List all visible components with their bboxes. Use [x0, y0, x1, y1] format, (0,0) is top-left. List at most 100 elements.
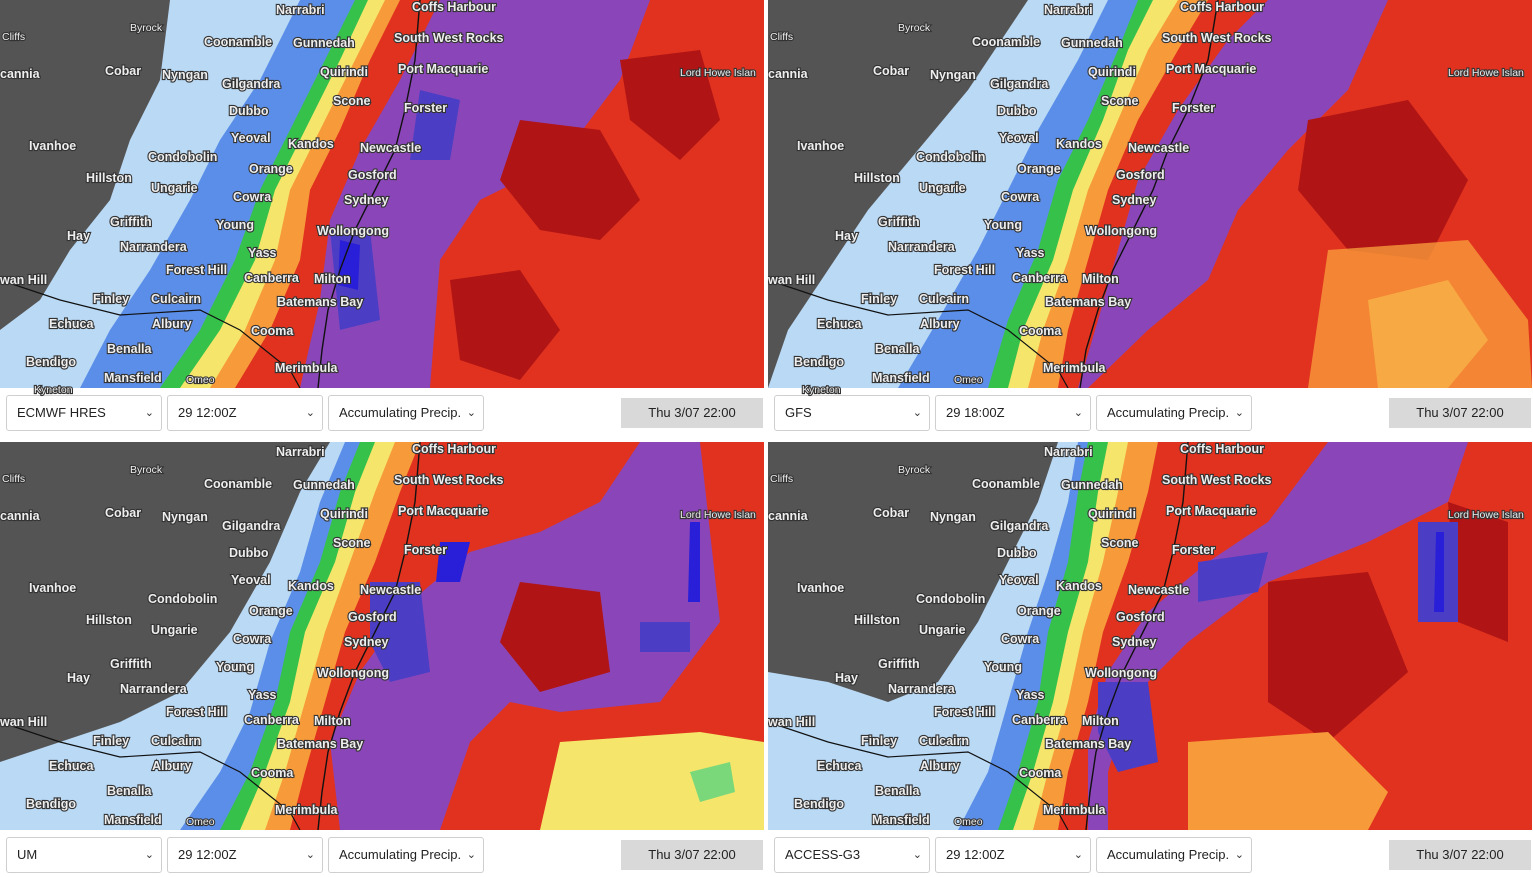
label-young: Young	[984, 660, 1022, 674]
label-cliffs: Cliffs	[2, 31, 25, 43]
label-omeo: Omeo	[186, 816, 215, 828]
label-mansfield: Mansfield	[104, 371, 162, 385]
label-port-macquarie: Port Macquarie	[1166, 62, 1256, 76]
parameter-select[interactable]: Accumulating Precip. ⌄	[328, 837, 484, 873]
label-narrabri: Narrabri	[1044, 445, 1093, 459]
label-coonamble: Coonamble	[972, 477, 1040, 491]
label-albury: Albury	[152, 759, 192, 773]
label-finley: Finley	[861, 734, 897, 748]
label-benalla: Benalla	[107, 342, 153, 356]
precip-map[interactable]: Narrabri Byrock Coffs Harbour Cliffs Coo…	[0, 442, 764, 830]
label-kandos: Kandos	[288, 579, 334, 593]
label-cooma: Cooma	[251, 324, 294, 338]
purple-band	[1078, 0, 1388, 388]
map-panel-4: Narrabri Byrock Coffs Harbour Cliffs Coo…	[768, 442, 1532, 876]
label-albury: Albury	[920, 759, 960, 773]
label-yass: Yass	[248, 688, 277, 702]
chevron-down-icon: ⌄	[1234, 407, 1244, 419]
label-gosford: Gosford	[348, 168, 397, 182]
valid-time-label: Thu 3/07 22:00	[621, 398, 763, 428]
label-gunnedah: Gunnedah	[293, 36, 355, 50]
label-gosford: Gosford	[1116, 168, 1165, 182]
label-gilgandra: Gilgandra	[990, 519, 1049, 533]
run-select[interactable]: 29 12:00Z ⌄	[167, 837, 323, 873]
label-young: Young	[984, 218, 1022, 232]
precip-map[interactable]: Narrabri Byrock Coffs Harbour Cliffs Coo…	[768, 0, 1532, 388]
chevron-down-icon: ⌄	[144, 849, 154, 861]
dark-red-band	[500, 582, 610, 692]
run-select[interactable]: 29 12:00Z ⌄	[935, 837, 1091, 873]
label-condobolin: Condobolin	[916, 592, 985, 606]
label-wollongong: Wollongong	[1085, 224, 1157, 238]
label-coffs-harbour: Coffs Harbour	[1180, 0, 1264, 14]
label-merimbula: Merimbula	[275, 803, 339, 817]
label-kandos: Kandos	[1056, 579, 1102, 593]
label-ivanhoe: Ivanhoe	[29, 139, 76, 153]
label-culcairn: Culcairn	[919, 292, 969, 306]
label-hay: Hay	[67, 229, 90, 243]
model-select[interactable]: ACCESS-G3 ⌄	[774, 837, 930, 873]
label-cooma: Cooma	[251, 766, 294, 780]
label-quirindi: Quirindi	[320, 507, 368, 521]
label-port-macquarie: Port Macquarie	[398, 504, 488, 518]
parameter-select[interactable]: Accumulating Precip. ⌄	[1096, 837, 1252, 873]
run-select[interactable]: 29 12:00Z ⌄	[167, 395, 323, 431]
label-quirindi: Quirindi	[1088, 65, 1136, 79]
label-cowra: Cowra	[233, 632, 272, 646]
chevron-down-icon: ⌄	[1073, 407, 1083, 419]
model-select[interactable]: ECMWF HRES ⌄	[6, 395, 162, 431]
panel-controls: UM ⌄ 29 12:00Z ⌄ Accumulating Precip. ⌄ Thu…	[0, 830, 764, 876]
label-cooma: Cooma	[1019, 324, 1062, 338]
label-quirindi: Quirindi	[1088, 507, 1136, 521]
label-coonamble: Coonamble	[204, 35, 272, 49]
model-select[interactable]: UM ⌄	[6, 837, 162, 873]
label-sydney: Sydney	[344, 635, 389, 649]
label-forster: Forster	[1172, 101, 1215, 115]
label-griffith: Griffith	[878, 657, 920, 671]
green-patch	[690, 762, 735, 802]
label-hay: Hay	[67, 671, 90, 685]
chevron-down-icon: ⌄	[466, 407, 476, 419]
run-select[interactable]: 29 18:00Z ⌄	[935, 395, 1091, 431]
label-gilgandra: Gilgandra	[990, 77, 1049, 91]
label-hillston: Hillston	[854, 171, 900, 185]
label-batemans-bay: Batemans Bay	[277, 295, 363, 309]
chevron-down-icon: ⌄	[1073, 849, 1083, 861]
label-kandos: Kandos	[288, 137, 334, 151]
precip-map[interactable]: Narrabri Byrock Coffs Harbour Cliffs Coo…	[768, 442, 1532, 830]
model-select-value: GFS	[785, 405, 812, 420]
label-yass: Yass	[1016, 688, 1045, 702]
label-scone: Scone	[1101, 94, 1139, 108]
label-coonamble: Coonamble	[972, 35, 1040, 49]
label-cannia: cannia	[768, 509, 809, 523]
model-select[interactable]: GFS ⌄	[774, 395, 930, 431]
label-milton: Milton	[1082, 714, 1119, 728]
label-byrock: Byrock	[130, 464, 163, 476]
label-culcairn: Culcairn	[151, 292, 201, 306]
label-port-macquarie: Port Macquarie	[398, 62, 488, 76]
label-wollongong: Wollongong	[317, 224, 389, 238]
label-cobar: Cobar	[873, 506, 909, 520]
label-condobolin: Condobolin	[148, 150, 217, 164]
label-canberra: Canberra	[1012, 271, 1068, 285]
label-byrock: Byrock	[130, 22, 163, 34]
parameter-select[interactable]: Accumulating Precip. ⌄	[1096, 395, 1252, 431]
map-panel-1: Narrabri Byrock Coffs Harbour Cliffs Coo…	[0, 0, 764, 434]
label-finley: Finley	[93, 292, 129, 306]
label-byrock: Byrock	[898, 464, 931, 476]
label-cannia: cannia	[0, 509, 41, 523]
label-ungarie: Ungarie	[919, 181, 966, 195]
model-select-value: ECMWF HRES	[17, 405, 106, 420]
parameter-select[interactable]: Accumulating Precip. ⌄	[328, 395, 484, 431]
precip-map[interactable]: Narrabri Byrock Coffs Harbour Cliffs Coo…	[0, 0, 764, 388]
label-quirindi: Quirindi	[320, 65, 368, 79]
label-south-west-rocks: South West Rocks	[1162, 31, 1272, 45]
label-narrabri: Narrabri	[276, 445, 325, 459]
label-finley: Finley	[861, 292, 897, 306]
label-narrandera: Narrandera	[120, 682, 188, 696]
dark-red-band	[1268, 502, 1508, 742]
label-cliffs: Cliffs	[770, 31, 793, 43]
panel-controls: ACCESS-G3 ⌄ 29 12:00Z ⌄ Accumulating Preci…	[768, 830, 1532, 876]
dark-red-band	[450, 50, 720, 380]
run-select-value: 29 12:00Z	[178, 405, 237, 420]
